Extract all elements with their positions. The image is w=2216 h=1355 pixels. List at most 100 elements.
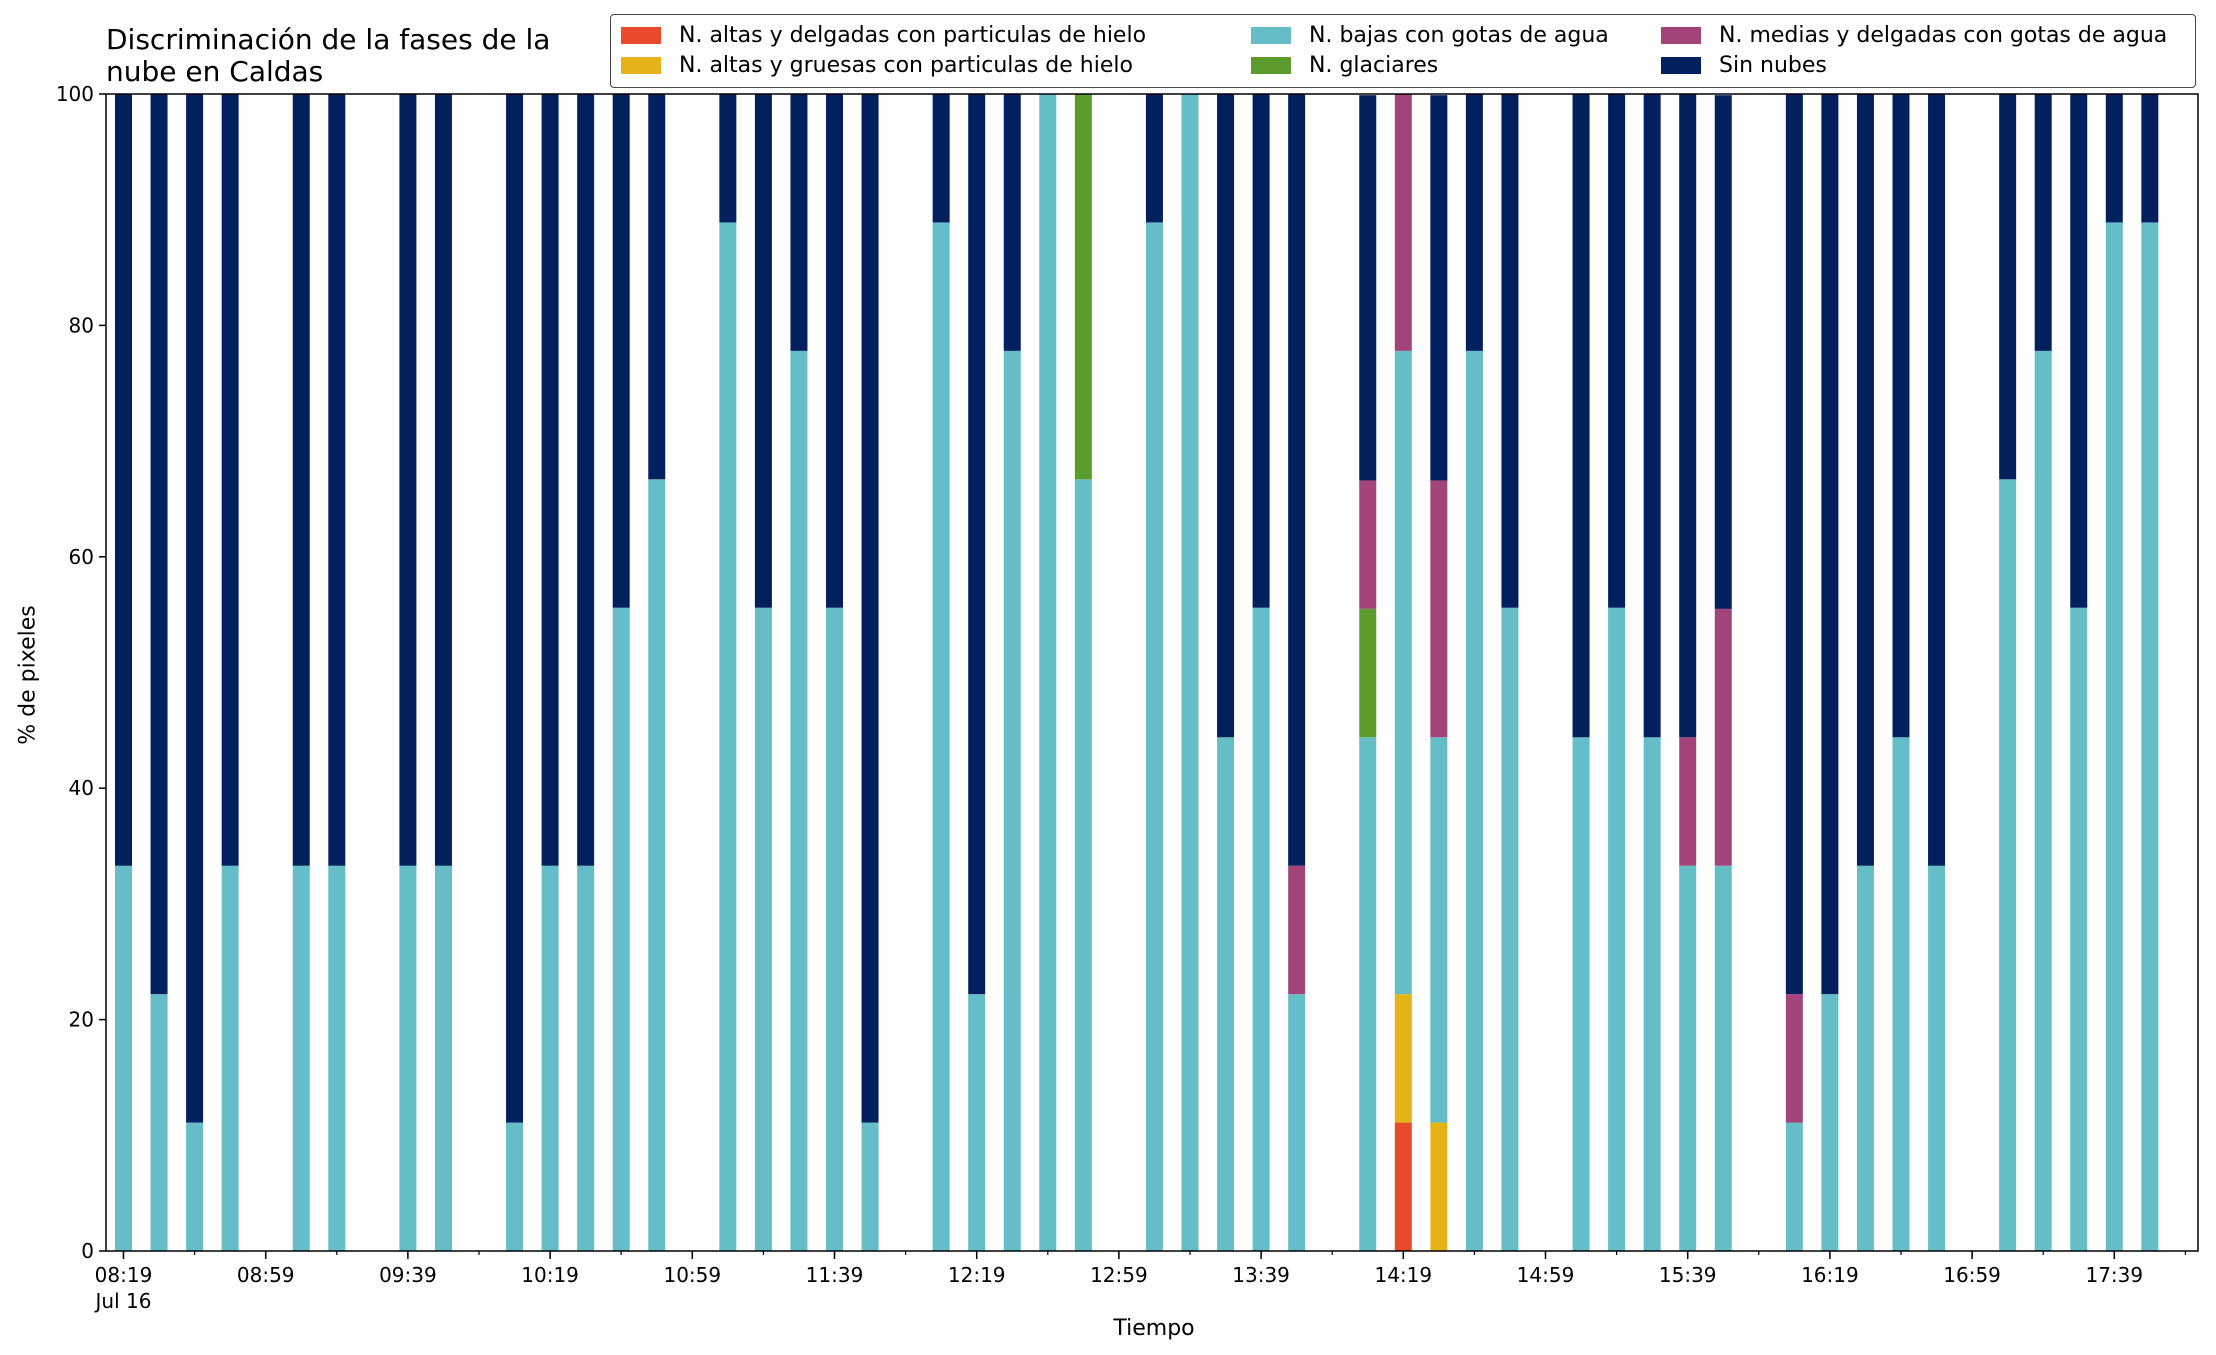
bar-segment [1785, 94, 1803, 995]
bar-segment [2141, 94, 2159, 223]
bar-segment [186, 1122, 204, 1251]
bar-segment [221, 865, 239, 1251]
x-tick-label: 12:59 [1090, 1263, 1148, 1287]
bar-segment [1394, 994, 1412, 1123]
bar-segment [1288, 994, 1306, 1251]
legend-label: N. altas y gruesas con particulas de hie… [679, 52, 1133, 78]
bar-segment [754, 607, 772, 1251]
bar-segment [506, 94, 524, 1123]
bar-segment [1288, 94, 1306, 866]
legend-label: Sin nubes [1719, 52, 1827, 78]
legend-item: N. bajas con gotas de agua [1251, 21, 1609, 49]
bar-segment [968, 94, 986, 995]
x-tick-label: 08:59 [237, 1263, 295, 1287]
bar-segment [719, 222, 737, 1252]
bar-segment [1359, 608, 1377, 738]
bar-segment [328, 94, 346, 866]
bar-segment [1679, 737, 1697, 866]
bar-segment [1572, 94, 1590, 738]
bar-segment [1892, 737, 1910, 1251]
bar-segment [1999, 479, 2017, 1251]
bar-segment [115, 865, 132, 1251]
bar-segment [1430, 1122, 1448, 1251]
bar-segment [1501, 94, 1519, 608]
legend-item: Sin nubes [1661, 51, 1827, 79]
y-axis-label: % de pixeles [15, 605, 41, 745]
bar-segment [1714, 608, 1732, 866]
bar-segment [612, 607, 630, 1251]
bar-segment [1003, 94, 1021, 351]
bar-segment [1288, 865, 1306, 995]
bar-segment [1643, 737, 1661, 1251]
legend-label: N. bajas con gotas de agua [1309, 22, 1609, 48]
x-axis-label: Tiempo [1113, 1316, 1195, 1341]
bar-segment [1145, 222, 1163, 1252]
chart-title: Discriminación de la fases de la nube en… [106, 23, 551, 88]
bar-segment [1892, 94, 1910, 738]
bar-segment [150, 994, 168, 1251]
legend-item: N. altas y delgadas con particulas de hi… [621, 21, 1146, 49]
bar-segment [1679, 94, 1697, 738]
bar-segment [1999, 94, 2017, 480]
x-tick-label: 11:39 [806, 1263, 864, 1287]
legend-swatch [1661, 56, 1701, 74]
bar-segment [399, 865, 417, 1251]
bar-segment [790, 350, 808, 1252]
bar-segment [2105, 222, 2123, 1252]
y-tick-label: 80 [69, 313, 94, 337]
x-tick-label: 13:39 [1232, 1263, 1290, 1287]
bar-segment [221, 94, 239, 866]
y-tick-label: 60 [69, 545, 94, 569]
bar-segment [1181, 94, 1199, 1251]
bar-segment [968, 994, 986, 1251]
bar-segment [1821, 94, 1839, 995]
bar-segment [1252, 94, 1270, 608]
bar-segment [1608, 607, 1626, 1251]
bar-segment [1643, 94, 1661, 738]
bar-segment [1430, 95, 1448, 481]
legend-swatch [621, 56, 661, 74]
bar-segment [2105, 94, 2123, 223]
bar-segment [150, 94, 168, 995]
bar-segment [328, 865, 346, 1251]
bar-segment [577, 865, 595, 1251]
bar-segment [1785, 994, 1803, 1123]
bar-segment [1928, 94, 1946, 866]
legend-item: N. medias y delgadas con gotas de agua [1661, 21, 2167, 49]
bar-segment [826, 607, 843, 1251]
bar-segment [826, 94, 843, 608]
legend-swatch [1661, 26, 1701, 44]
x-tick-label: 15:39 [1659, 1263, 1717, 1287]
bar-segment [2141, 222, 2159, 1252]
legend-swatch [1251, 26, 1291, 44]
bar-segment [1785, 1122, 1803, 1251]
x-tick-label: 17:39 [2085, 1263, 2143, 1287]
bar-segment [790, 94, 808, 351]
bar-segment [1074, 94, 1092, 480]
bar-segment [648, 94, 666, 480]
bar-segment [1074, 479, 1092, 1251]
legend: N. altas y delgadas con particulas de hi… [610, 14, 2196, 88]
x-tick-label: 14:59 [1517, 1263, 1575, 1287]
bar-segment [434, 94, 452, 866]
bar-segment [1394, 1122, 1412, 1251]
bar-segment [2034, 350, 2052, 1252]
x-tick-label: 14:19 [1374, 1263, 1432, 1287]
x-tick-label: 10:19 [521, 1263, 579, 1287]
bar-segment [932, 94, 950, 223]
bar-segment [1928, 865, 1946, 1251]
bar-segment [1501, 607, 1519, 1251]
bar-segment [1359, 737, 1377, 1251]
bar-segment [1679, 865, 1697, 1251]
bar-segment [754, 94, 772, 608]
bar-segment [1217, 94, 1235, 738]
x-tick-label: 08:19 [95, 1263, 153, 1287]
bar-segment [861, 1122, 879, 1251]
bar-segment [1608, 94, 1626, 608]
legend-swatch [1251, 56, 1291, 74]
bar-segment [1217, 737, 1235, 1251]
bar-segment [1359, 480, 1377, 609]
legend-label: N. altas y delgadas con particulas de hi… [679, 22, 1147, 48]
bar-segment [1856, 865, 1874, 1251]
